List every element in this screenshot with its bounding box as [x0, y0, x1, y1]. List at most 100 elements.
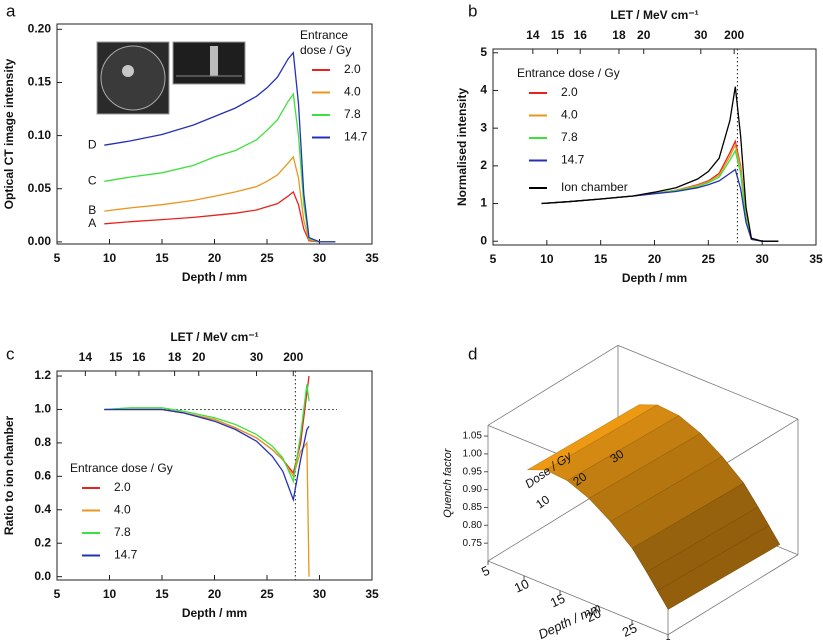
legend-title: Entrance dose / Gy — [517, 66, 620, 80]
x-tick-label: 5 — [54, 587, 61, 601]
x-tick-label: 5 — [490, 252, 497, 266]
x-tick-label: 15 — [548, 591, 567, 611]
x2-tick-label: 15 — [551, 28, 565, 42]
box-edge — [487, 344, 619, 426]
x-axis-label: Depth / mm — [622, 271, 687, 285]
series-line — [104, 155, 336, 243]
x-axis-label: Depth / mm — [182, 606, 247, 620]
y-tick-label: 0.6 — [34, 469, 51, 483]
z-tick-label: 1.05 — [463, 431, 483, 442]
x2-tick-label: 200 — [283, 350, 303, 364]
legend-label: 2.0 — [561, 85, 578, 99]
panel-letter: b — [468, 1, 477, 20]
curve-label: C — [88, 173, 97, 187]
curve-label: B — [88, 203, 96, 217]
legend-title: Entrance dose / Gy — [70, 461, 173, 475]
series-line — [104, 92, 336, 243]
box-edge — [487, 560, 669, 636]
y-tick-label: 1.2 — [34, 368, 51, 382]
y-tick-label: 0.2 — [34, 535, 51, 549]
x2-tick-label: 20 — [192, 350, 206, 364]
legend-label: 14.7 — [114, 548, 138, 562]
series-line — [541, 86, 779, 242]
y-axis-label: Optical CT image intensity — [2, 58, 16, 209]
x-tick-label: 35 — [365, 251, 379, 265]
legend-label: 4.0 — [561, 108, 578, 122]
legend-label: 2.0 — [114, 480, 131, 494]
y-tick-label: 0.00 — [28, 234, 52, 248]
x-axis-label: Depth / mm — [182, 270, 247, 284]
y-tick-label: 1 — [480, 196, 487, 210]
x2-axis-label: LET / MeV cm⁻¹ — [170, 330, 258, 344]
z-tick-label: 0.75 — [463, 538, 483, 549]
legend-title-box: Entrance dose / Gy — [70, 461, 173, 475]
y-tick-label: 0.8 — [34, 435, 51, 449]
x-tick-label: 30 — [313, 251, 327, 265]
y-tick-label: 0.15 — [28, 75, 52, 89]
series-line — [104, 190, 336, 243]
y-axis-label: Normalised intensity — [455, 88, 469, 206]
x-tick-label: 15 — [594, 252, 608, 266]
inset-spot — [122, 65, 134, 77]
x-tick-label: 10 — [103, 587, 117, 601]
x2-tick-label: 16 — [574, 28, 588, 42]
y-tick-label: 0.20 — [28, 21, 52, 35]
series-line — [104, 408, 310, 503]
inset-images — [96, 41, 246, 115]
x2-tick-label: 200 — [724, 28, 744, 42]
legend-title-box: Entrance dose / Gy — [517, 66, 620, 80]
panel-letter: d — [468, 344, 477, 363]
x-tick-label: 30 — [313, 587, 327, 601]
legend-label: 2.0 — [344, 62, 361, 76]
inset-phantom — [100, 45, 166, 111]
inset-beam — [210, 46, 218, 76]
z-tick-label: 0.95 — [463, 466, 483, 477]
legend-label: Ion chamber — [561, 180, 628, 194]
legend-label: 7.8 — [114, 525, 131, 539]
y-tick-label: 5 — [480, 45, 487, 59]
x2-tick-label: 15 — [109, 350, 123, 364]
x2-tick-label: 20 — [637, 28, 651, 42]
x-tick-label: 20 — [584, 605, 603, 625]
series-line — [104, 384, 310, 484]
panel-letter: a — [6, 1, 16, 20]
y-tick-label: 4 — [480, 83, 487, 97]
surface-cell — [656, 525, 781, 610]
legend-label: 4.0 — [114, 503, 131, 517]
legend-label: 7.8 — [344, 107, 361, 121]
curve-label: A — [88, 216, 96, 230]
x-tick-label: 5 — [479, 563, 492, 580]
z-tick-label: 0.90 — [463, 484, 483, 495]
x2-axis-label: LET / MeV cm⁻¹ — [610, 8, 698, 22]
y-tick-label: 1.0 — [34, 402, 51, 416]
x-tick-label: 30 — [755, 252, 769, 266]
legend-label: 14.7 — [561, 153, 585, 167]
box-edge — [667, 554, 799, 636]
x-tick-label: 25 — [620, 620, 639, 640]
series-line — [104, 375, 310, 475]
x2-tick-label: 18 — [612, 28, 626, 42]
series-line — [104, 51, 336, 243]
y-tick-label: 0.05 — [28, 181, 52, 195]
z-tick-label: 1.00 — [463, 449, 483, 460]
box-edge — [617, 344, 799, 420]
panel-letter: c — [6, 344, 15, 363]
z-tick-label: 0.85 — [463, 502, 483, 513]
x2-tick-label: 30 — [694, 28, 708, 42]
curve-label: D — [88, 137, 97, 151]
x-tick-label: 35 — [809, 252, 823, 266]
x2-tick-label: 16 — [132, 350, 146, 364]
y-tick-label: 10 — [533, 492, 552, 511]
legend-label: 7.8 — [561, 130, 578, 144]
x2-tick-label: 18 — [168, 350, 182, 364]
y-tick-label: 0.4 — [34, 502, 51, 516]
legend-label: 14.7 — [344, 130, 368, 144]
y-tick-label: 0.10 — [28, 128, 52, 142]
x2-tick-label: 14 — [79, 350, 93, 364]
x-tick-label: 35 — [365, 587, 379, 601]
x-tick-label: 15 — [155, 251, 169, 265]
z-tick-label: 0.80 — [463, 520, 483, 531]
legend-title: Entrance dose / Gy — [300, 28, 352, 57]
x-tick-label: 20 — [208, 587, 222, 601]
